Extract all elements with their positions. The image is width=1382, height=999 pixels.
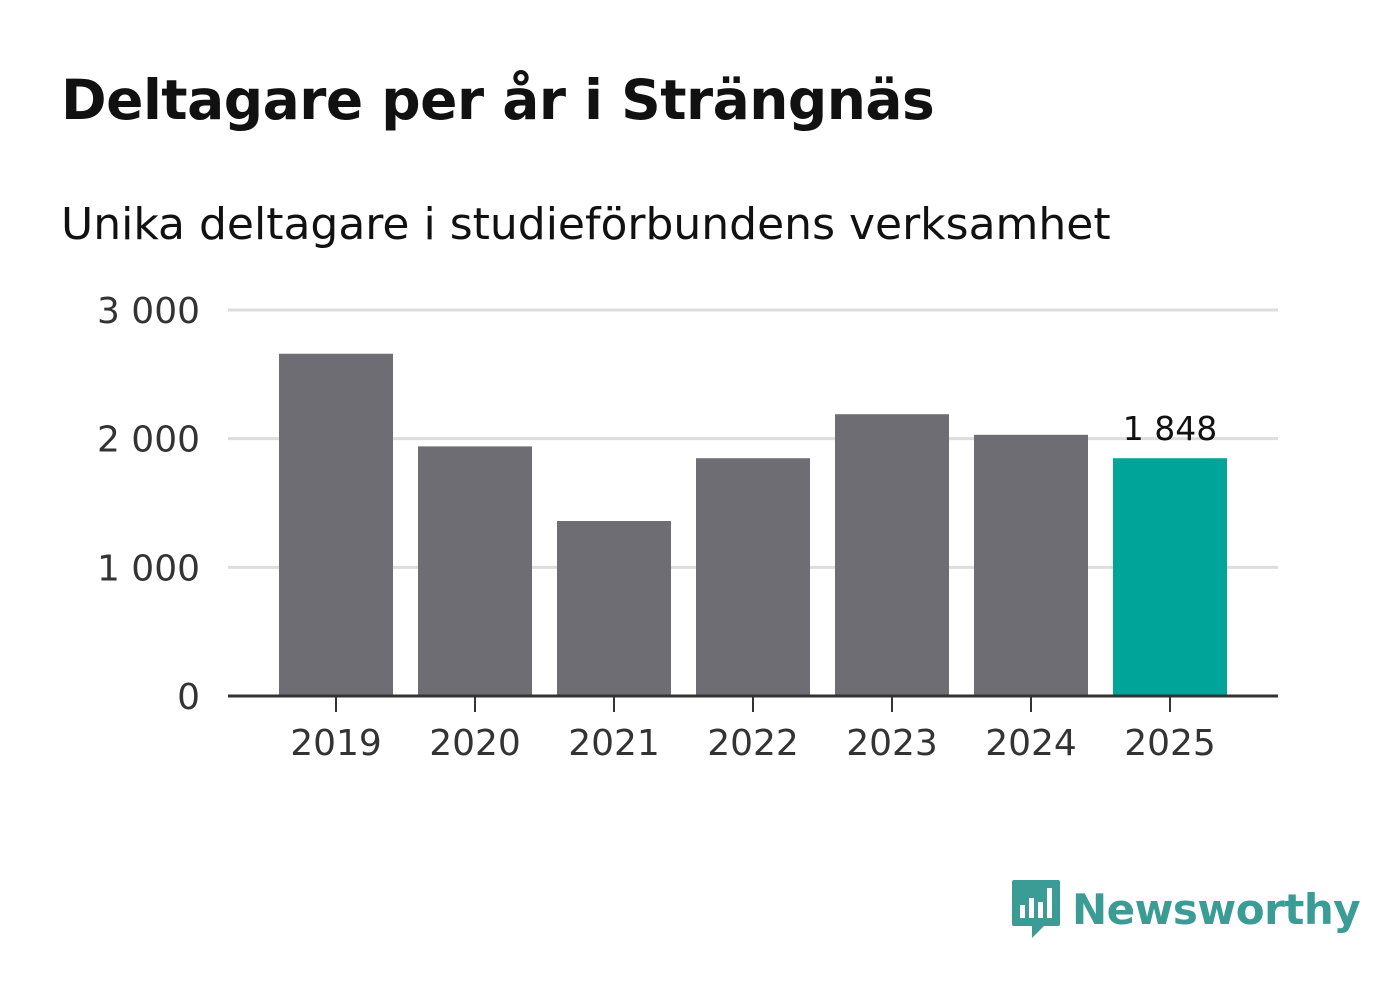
x-axis-ticks — [335, 696, 1171, 712]
brand-name: Newsworthy — [1072, 884, 1361, 934]
x-tick-label: 2022 — [707, 723, 799, 764]
axis-labels: 0 1 000 2 000 3 000 2019 2020 2021 2022 2023 2024… — [97, 291, 1217, 764]
chart-title: Deltagare per år i Strängnäs — [61, 68, 935, 132]
bar-2025 — [1113, 458, 1227, 696]
x-tick-label: 2024 — [985, 723, 1077, 764]
brand-logo: Newsworthy — [1010, 878, 1361, 940]
y-tick-label: 2 000 — [97, 420, 200, 461]
y-tick-label: 1 000 — [97, 548, 200, 589]
bar-2021 — [557, 521, 671, 696]
bar-2022 — [696, 458, 810, 696]
x-tick-label: 2019 — [290, 723, 382, 764]
y-tick-label: 0 — [177, 677, 200, 718]
bar-2019 — [279, 353, 393, 696]
chart-subtitle: Unika deltagare i studieförbundens verks… — [61, 199, 1111, 250]
newsworthy-logo-icon — [1012, 880, 1060, 938]
bar-2024 — [974, 434, 1088, 696]
bar-2023 — [835, 414, 949, 696]
x-tick-label: 2025 — [1124, 723, 1216, 764]
x-tick-label: 2020 — [429, 723, 521, 764]
bar-2020 — [418, 446, 532, 696]
bar-chart: 0 1 000 2 000 3 000 2019 2020 2021 2022 2023 2024… — [97, 291, 1278, 764]
bars — [279, 353, 1227, 696]
y-tick-label: 3 000 — [97, 291, 200, 332]
x-tick-label: 2021 — [568, 723, 660, 764]
data-label-2025: 1 848 — [1123, 409, 1217, 448]
x-tick-label: 2023 — [846, 723, 938, 764]
